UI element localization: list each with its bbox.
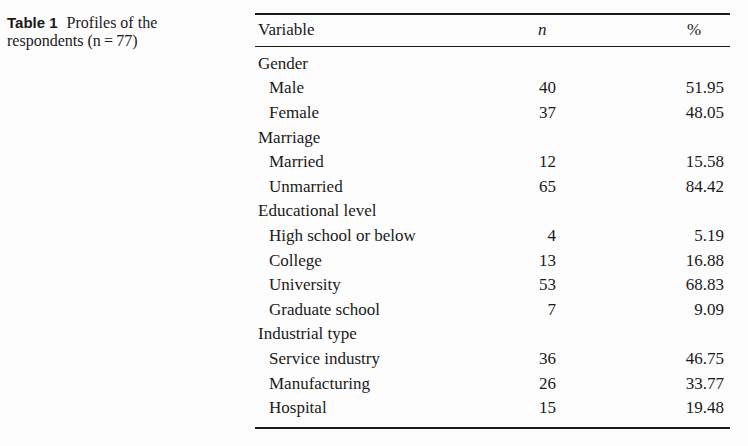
cell-n: 26 bbox=[537, 374, 683, 394]
cell-pct: 33.77 bbox=[683, 374, 730, 394]
cell-n: 15 bbox=[537, 398, 683, 418]
item-row-male: Male 40 51.95 bbox=[255, 76, 730, 101]
group-row-marriage: Marriage bbox=[255, 125, 730, 150]
cell-n: 40 bbox=[537, 78, 683, 98]
cell-variable: Service industry bbox=[255, 349, 537, 369]
col-header-variable: Variable bbox=[255, 20, 537, 40]
cell-n: 37 bbox=[537, 103, 683, 123]
cell-n: 65 bbox=[537, 177, 683, 197]
cell-variable: Female bbox=[255, 103, 537, 123]
cell-pct: 5.19 bbox=[683, 226, 730, 246]
cell-n: 36 bbox=[537, 349, 683, 369]
cell-variable: Unmarried bbox=[255, 177, 537, 197]
group-label: Educational level bbox=[255, 201, 537, 221]
cell-n: 4 bbox=[537, 226, 683, 246]
item-row-college: College 13 16.88 bbox=[255, 248, 730, 273]
item-row-manufacturing: Manufacturing 26 33.77 bbox=[255, 371, 730, 396]
item-row-service-industry: Service industry 36 46.75 bbox=[255, 347, 730, 372]
group-label: Marriage bbox=[255, 128, 537, 148]
cell-pct: 51.95 bbox=[683, 78, 730, 98]
cell-pct: 9.09 bbox=[683, 300, 730, 320]
col-header-n: n bbox=[537, 20, 683, 40]
cell-variable: Manufacturing bbox=[255, 374, 537, 394]
cell-n: 53 bbox=[537, 275, 683, 295]
cell-variable: University bbox=[255, 275, 537, 295]
item-row-unmarried: Unmarried 65 84.42 bbox=[255, 174, 730, 199]
header-row: Variable n % bbox=[255, 15, 730, 46]
col-header-pct: % bbox=[683, 20, 730, 40]
cell-variable: Hospital bbox=[255, 398, 537, 418]
group-row-educational-level: Educational level bbox=[255, 199, 730, 224]
group-label: Industrial type bbox=[255, 324, 537, 344]
group-row-industrial-type: Industrial type bbox=[255, 322, 730, 347]
group-label: Gender bbox=[255, 54, 537, 74]
cell-pct: 16.88 bbox=[683, 251, 730, 271]
cell-pct: 48.05 bbox=[683, 103, 730, 123]
caption-label: Table 1 bbox=[7, 14, 58, 31]
cell-pct: 84.42 bbox=[683, 177, 730, 197]
cell-variable: Male bbox=[255, 78, 537, 98]
profiles-table: Variable n % Gender Male 40 51.95 Female… bbox=[255, 13, 730, 429]
cell-pct: 15.58 bbox=[683, 152, 730, 172]
table-caption: Table 1Profiles of the respondents (n = … bbox=[7, 14, 179, 50]
cell-n: 12 bbox=[537, 152, 683, 172]
cell-pct: 46.75 bbox=[683, 349, 730, 369]
table-header: Variable n % bbox=[255, 15, 730, 47]
item-row-university: University 53 68.83 bbox=[255, 273, 730, 298]
cell-variable: Graduate school bbox=[255, 300, 537, 320]
item-row-high-school-or-below: High school or below 4 5.19 bbox=[255, 224, 730, 249]
item-row-graduate-school: Graduate school 7 9.09 bbox=[255, 297, 730, 322]
item-row-hospital: Hospital 15 19.48 bbox=[255, 396, 730, 421]
cell-pct: 68.83 bbox=[683, 275, 730, 295]
cell-n: 13 bbox=[537, 251, 683, 271]
cell-variable: High school or below bbox=[255, 226, 537, 246]
item-row-married: Married 12 15.58 bbox=[255, 150, 730, 175]
item-row-female: Female 37 48.05 bbox=[255, 101, 730, 126]
table-body: Gender Male 40 51.95 Female 37 48.05 Mar… bbox=[255, 47, 730, 428]
cell-n: 7 bbox=[537, 300, 683, 320]
group-row-gender: Gender bbox=[255, 52, 730, 77]
cell-variable: College bbox=[255, 251, 537, 271]
cell-pct: 19.48 bbox=[683, 398, 730, 418]
cell-variable: Married bbox=[255, 152, 537, 172]
